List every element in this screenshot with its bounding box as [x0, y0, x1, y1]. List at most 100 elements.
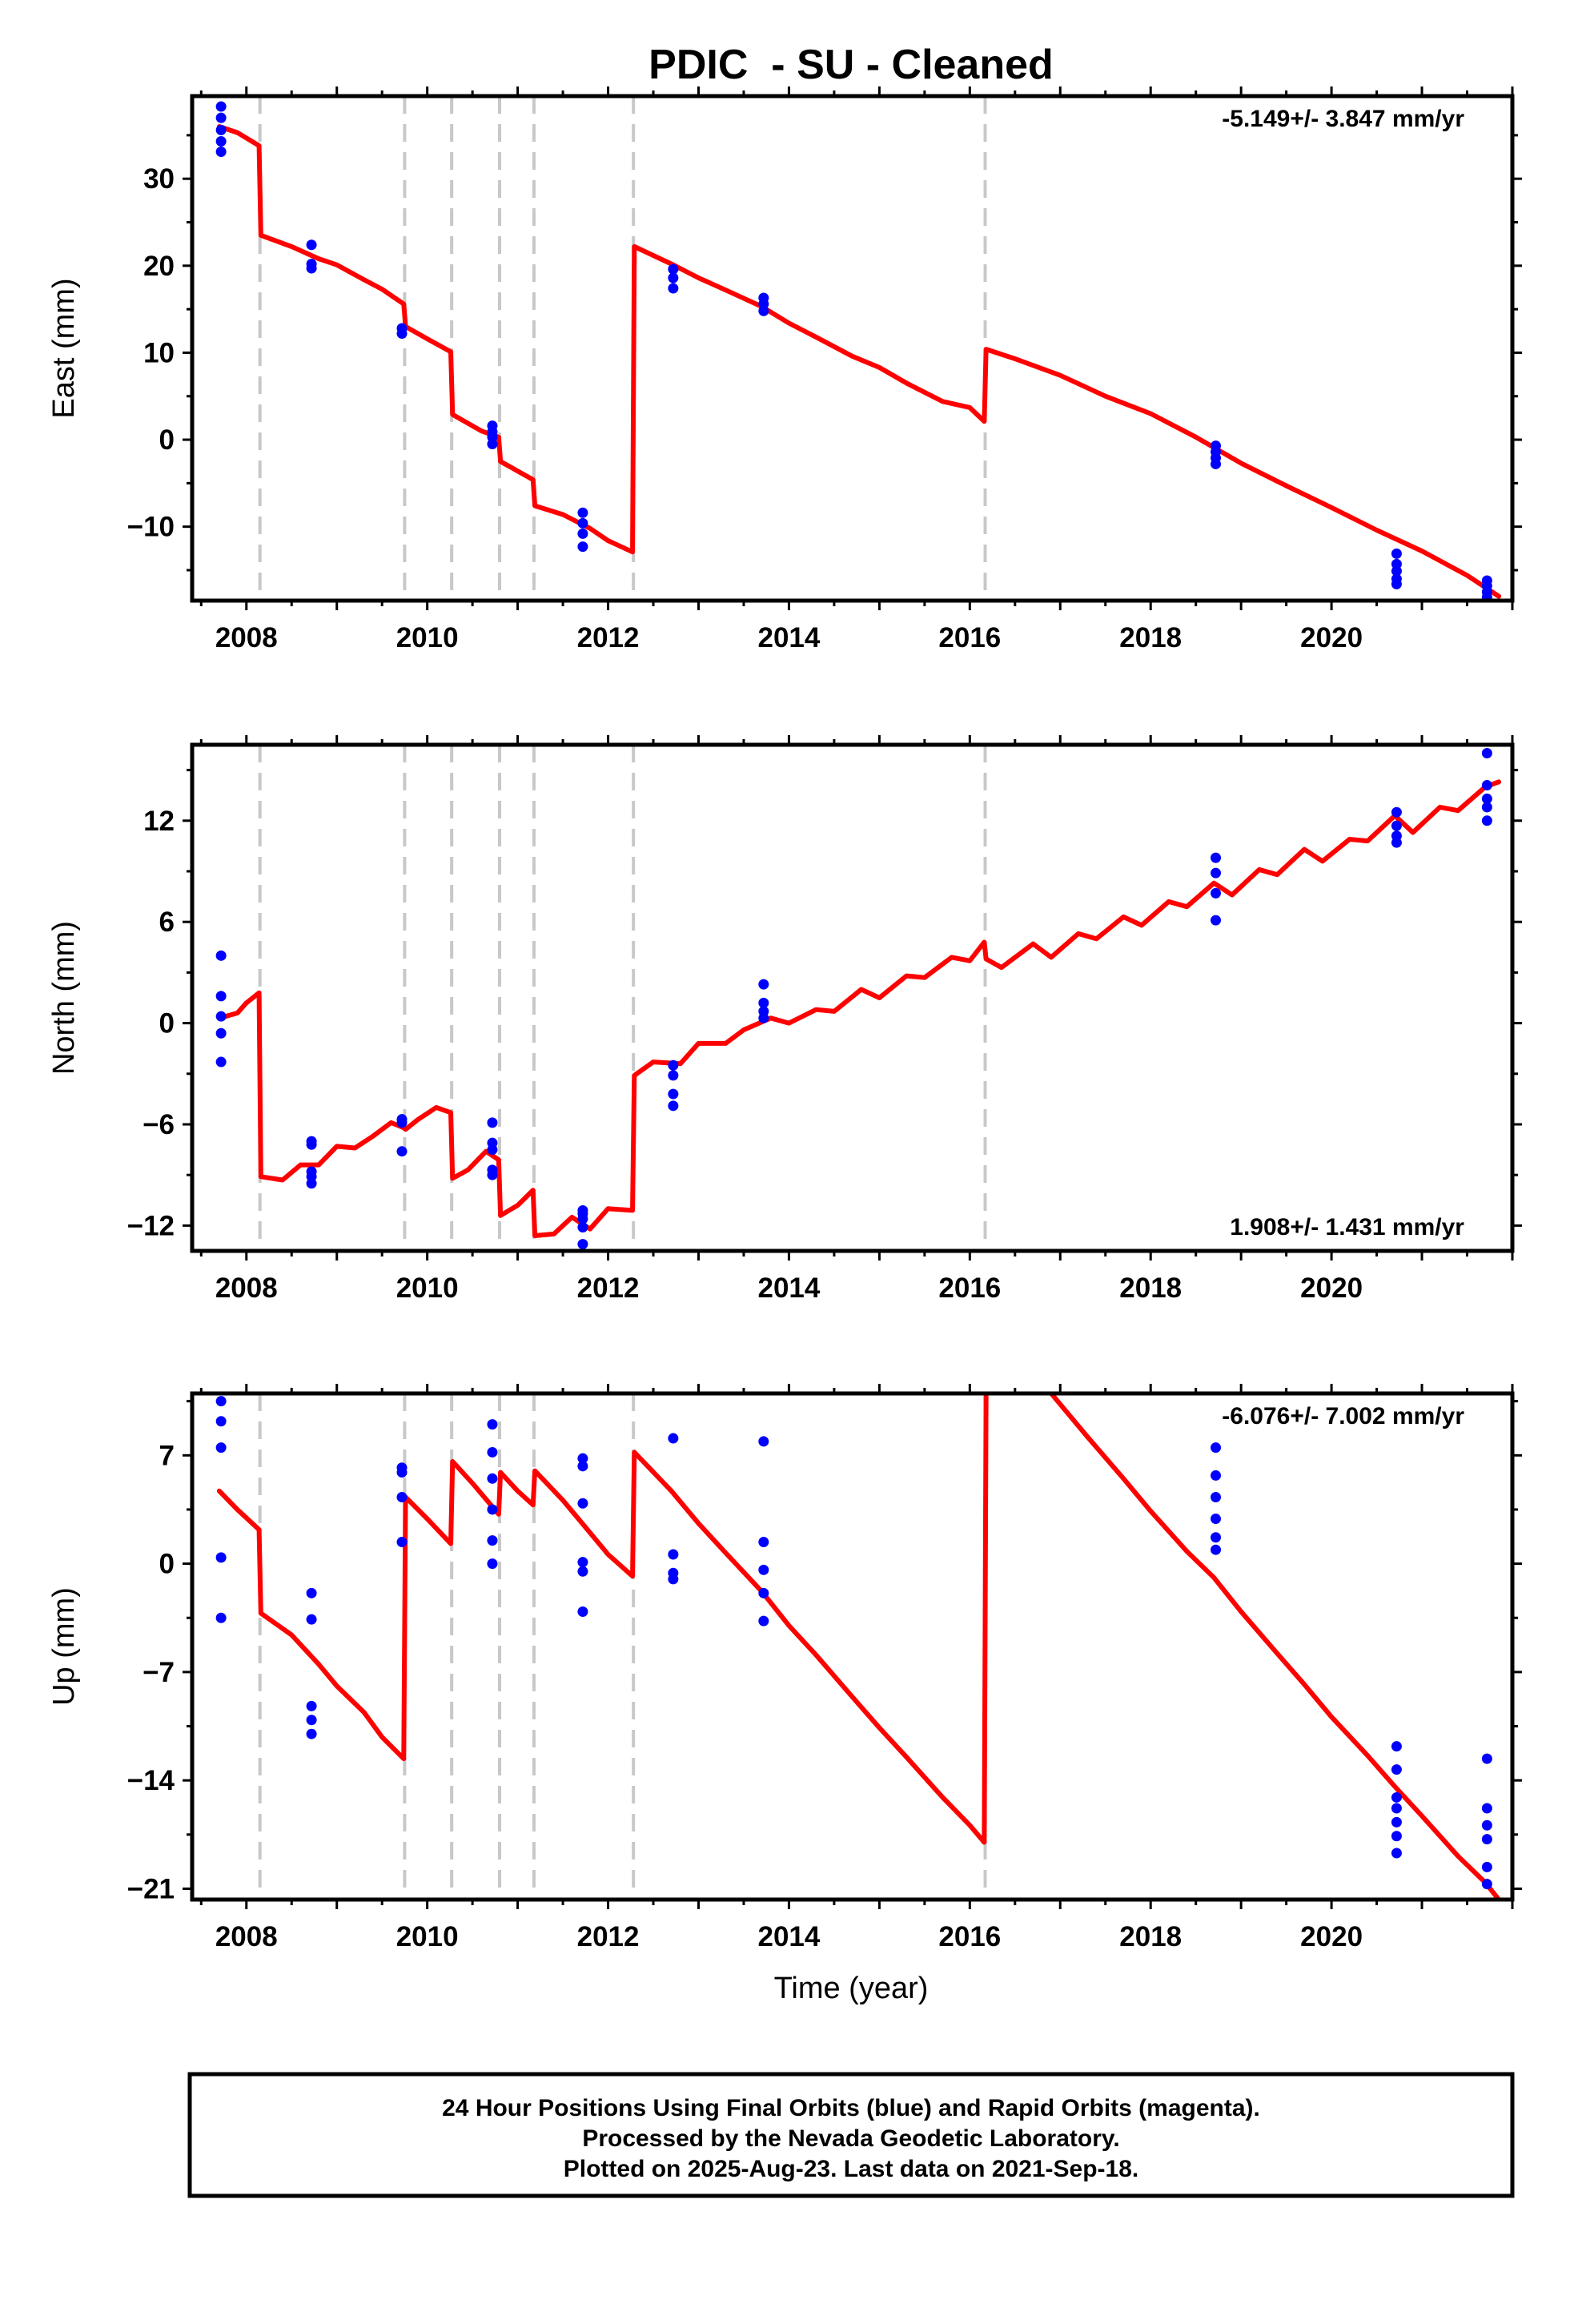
- x-tick-label-east: 2008: [215, 622, 278, 653]
- y-tick-label-north: 12: [143, 806, 175, 837]
- data-point-up-29: [668, 1574, 679, 1585]
- data-point-east-4: [215, 147, 227, 158]
- data-point-north-2: [215, 1011, 227, 1022]
- model-segment-north-2: [403, 1104, 453, 1132]
- model-jump-east-3: [496, 436, 504, 462]
- data-point-north-31: [1211, 852, 1222, 863]
- data-point-east-3: [215, 135, 227, 147]
- model-jump-north-2: [448, 1112, 456, 1179]
- data-point-up-48: [1481, 1753, 1492, 1764]
- data-point-north-4: [215, 1056, 227, 1068]
- data-point-east-7: [306, 263, 317, 274]
- model-jump-north-5: [630, 1075, 637, 1211]
- y-tick-label-east: 30: [143, 163, 175, 195]
- model-jump-up-3: [496, 1472, 504, 1514]
- data-point-east-0: [215, 101, 227, 112]
- model-segment-up-6: [632, 1449, 987, 1845]
- panel-frame-up: [190, 1391, 1515, 1902]
- data-point-east-28: [1391, 548, 1402, 559]
- data-point-north-28: [758, 997, 769, 1008]
- x-tick-label-north: 2012: [577, 1273, 640, 1304]
- model-jump-east-5: [630, 246, 637, 553]
- plot-area-east: [215, 96, 1502, 601]
- x-tick-label-east: 2018: [1119, 622, 1182, 653]
- data-point-north-42: [1481, 802, 1492, 813]
- y-tick-label-up: −14: [127, 1765, 175, 1796]
- model-jump-up-0: [256, 1530, 263, 1614]
- data-point-east-27: [1211, 458, 1222, 469]
- y-axis-label-north: North (mm): [47, 921, 81, 1075]
- panel-frame-east: [190, 94, 1515, 603]
- data-point-up-39: [1211, 1532, 1222, 1543]
- data-point-north-9: [306, 1178, 317, 1189]
- data-point-north-21: [577, 1222, 588, 1233]
- y-tick-label-north: −6: [143, 1109, 175, 1140]
- data-point-north-34: [1211, 915, 1222, 926]
- data-point-north-0: [215, 950, 227, 961]
- data-point-up-51: [1481, 1834, 1492, 1845]
- model-jump-up-6: [982, 1393, 989, 1843]
- data-point-up-27: [668, 1549, 679, 1560]
- data-point-east-36: [1481, 592, 1492, 601]
- data-point-north-39: [1481, 748, 1492, 759]
- x-tick-label-east: 2016: [938, 622, 1001, 653]
- model-jump-north-0: [256, 992, 263, 1177]
- model-segment-east-4: [498, 459, 536, 482]
- rate-annotation-east: -5.149+/- 3.847 mm/yr: [1222, 106, 1464, 132]
- y-tick-label-east: 20: [143, 251, 175, 282]
- data-point-up-15: [487, 1446, 498, 1458]
- data-point-up-38: [1211, 1514, 1222, 1525]
- y-tick-label-north: 6: [159, 907, 175, 938]
- data-point-up-33: [758, 1587, 769, 1598]
- x-tick-label-north: 2020: [1300, 1273, 1363, 1304]
- data-point-up-0: [215, 1396, 227, 1407]
- model-segment-up-8: [1049, 1393, 1502, 1900]
- model-segment-east-6: [632, 243, 987, 424]
- x-tick-label-up: 2014: [758, 1921, 821, 1952]
- data-point-north-40: [1481, 780, 1492, 791]
- model-segment-up-2: [403, 1494, 453, 1546]
- model-jump-up-2: [448, 1461, 456, 1544]
- data-point-north-15: [487, 1144, 498, 1156]
- data-point-north-20: [577, 1213, 588, 1224]
- data-point-up-23: [577, 1557, 588, 1568]
- data-point-north-35: [1391, 806, 1402, 818]
- model-jump-east-4: [530, 479, 538, 506]
- data-point-up-36: [1211, 1470, 1222, 1481]
- data-point-north-25: [668, 1088, 679, 1100]
- y-tick-label-up: −7: [143, 1657, 175, 1688]
- y-tick-label-east: 0: [159, 424, 175, 456]
- rate-annotation-north: 1.908+/- 1.431 mm/yr: [1230, 1214, 1464, 1240]
- data-point-up-18: [487, 1535, 498, 1546]
- y-tick-label-east: 10: [143, 337, 175, 368]
- y-tick-label-up: 0: [159, 1549, 175, 1580]
- footer-line-processed: Processed by the Nevada Geodetic Laborat…: [582, 2125, 1119, 2152]
- data-point-up-4: [215, 1612, 227, 1623]
- model-segment-up-5: [532, 1468, 635, 1579]
- model-segment-north-4: [498, 1188, 536, 1218]
- model-segment-north-7: [983, 779, 1502, 971]
- x-tick-label-north: 2018: [1119, 1273, 1182, 1304]
- footer-box: [187, 2072, 1515, 2198]
- data-point-north-33: [1211, 887, 1222, 899]
- data-point-east-14: [577, 507, 588, 518]
- data-point-east-19: [668, 272, 679, 283]
- data-point-up-13: [396, 1537, 408, 1548]
- data-point-east-30: [1391, 565, 1402, 577]
- plot-area-north: [215, 745, 1502, 1251]
- data-point-up-21: [577, 1461, 588, 1472]
- data-point-up-14: [487, 1419, 498, 1430]
- model-segment-up-0: [216, 1488, 262, 1533]
- data-point-north-38: [1391, 837, 1402, 848]
- data-point-up-8: [306, 1715, 317, 1726]
- model-jump-up-1: [401, 1497, 408, 1759]
- data-point-east-2: [215, 124, 227, 135]
- data-point-up-32: [758, 1564, 769, 1575]
- data-point-east-5: [306, 239, 317, 251]
- model-segment-east-5: [532, 503, 635, 555]
- x-tick-label-up: 2010: [396, 1921, 459, 1952]
- data-point-up-5: [306, 1587, 317, 1598]
- data-point-up-50: [1481, 1819, 1492, 1831]
- data-point-north-1: [215, 991, 227, 1002]
- data-point-east-16: [577, 528, 588, 539]
